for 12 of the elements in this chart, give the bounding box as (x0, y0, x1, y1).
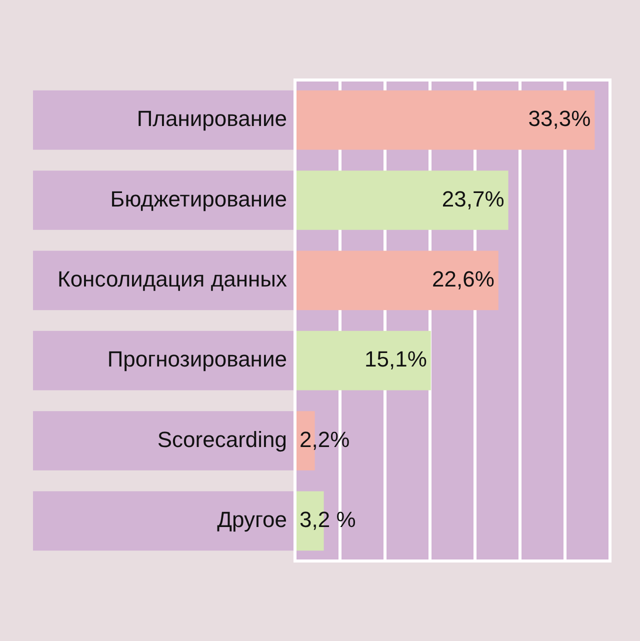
data-label: 3,2 % (300, 506, 356, 532)
data-label: 15,1% (364, 346, 427, 372)
data-label: 23,7% (442, 186, 504, 212)
y-tick-label: Бюджетирование (110, 186, 287, 212)
y-tick-label: Планирование (136, 106, 287, 132)
y-tick-label: Прогнозирование (107, 346, 287, 372)
y-tick-label: Другое (217, 506, 287, 532)
y-tick-label: Scorecarding (157, 426, 287, 452)
y-tick-label: Консолидация данных (58, 266, 287, 292)
data-label: 33,3% (528, 106, 591, 132)
data-label: 2,2% (300, 426, 350, 452)
data-label: 22,6% (432, 266, 494, 292)
